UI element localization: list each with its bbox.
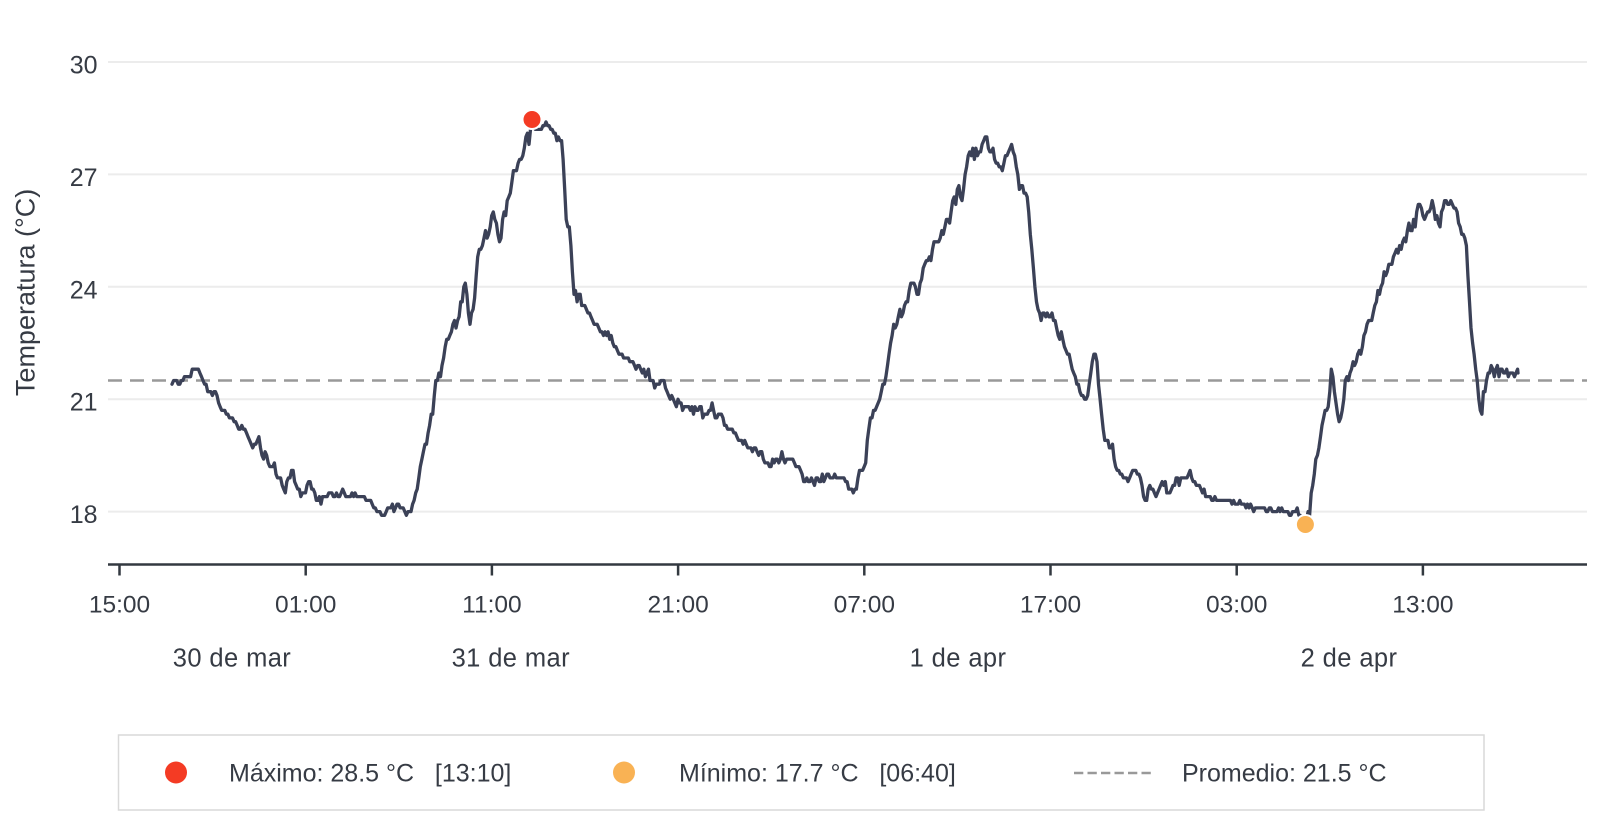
svg-text:Mínimo: 17.7 °C [06:40]: Mínimo: 17.7 °C [06:40] bbox=[679, 760, 956, 788]
svg-text:Temperatura (°C): Temperatura (°C) bbox=[11, 189, 41, 396]
svg-text:11:00: 11:00 bbox=[462, 592, 522, 619]
svg-text:21: 21 bbox=[70, 389, 98, 417]
svg-text:30: 30 bbox=[70, 52, 98, 80]
svg-text:21:00: 21:00 bbox=[647, 592, 708, 619]
svg-text:24: 24 bbox=[70, 276, 98, 304]
svg-text:13:00: 13:00 bbox=[1392, 592, 1453, 619]
svg-text:03:00: 03:00 bbox=[1206, 592, 1267, 619]
svg-text:Promedio: 21.5 °C: Promedio: 21.5 °C bbox=[1182, 760, 1387, 788]
svg-text:31 de mar: 31 de mar bbox=[452, 645, 571, 673]
svg-text:01:00: 01:00 bbox=[275, 592, 336, 619]
svg-text:30 de mar: 30 de mar bbox=[173, 645, 292, 673]
svg-text:27: 27 bbox=[70, 164, 98, 192]
svg-text:1 de apr: 1 de apr bbox=[910, 645, 1007, 673]
svg-text:07:00: 07:00 bbox=[834, 592, 895, 619]
svg-text:Máximo: 28.5 °C [13:10]: Máximo: 28.5 °C [13:10] bbox=[229, 760, 511, 788]
svg-text:17:00: 17:00 bbox=[1020, 592, 1081, 619]
svg-text:2 de apr: 2 de apr bbox=[1301, 645, 1398, 673]
svg-text:15:00: 15:00 bbox=[89, 592, 150, 619]
svg-text:18: 18 bbox=[70, 501, 98, 529]
